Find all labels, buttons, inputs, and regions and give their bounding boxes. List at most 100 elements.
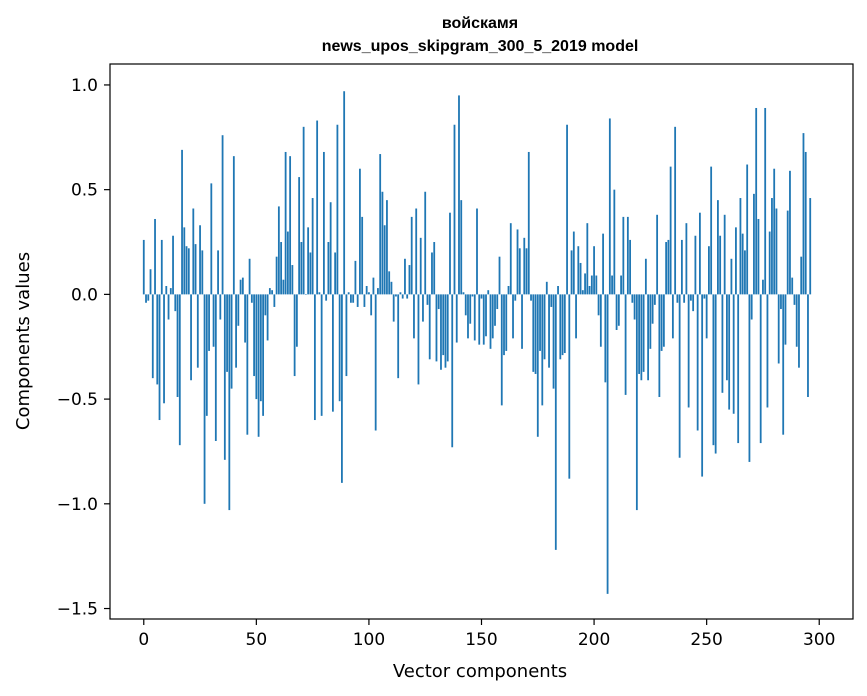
x-tick-label: 150 — [465, 630, 497, 650]
bar — [327, 242, 330, 295]
bar — [507, 286, 510, 295]
bar — [658, 294, 661, 397]
bar — [219, 294, 222, 320]
bar — [311, 198, 314, 295]
bar — [694, 235, 697, 295]
bar — [275, 256, 278, 295]
bar — [804, 151, 807, 295]
bar — [239, 279, 242, 295]
bar — [512, 294, 514, 339]
bar — [289, 156, 292, 295]
bars-group — [142, 91, 812, 594]
bar — [561, 294, 564, 356]
x-tick-label: 200 — [578, 630, 610, 650]
bar — [613, 189, 616, 295]
bar — [298, 177, 301, 295]
bar — [334, 252, 337, 295]
bar — [525, 248, 528, 295]
bar — [557, 286, 559, 295]
bar — [491, 294, 494, 339]
bar — [383, 225, 386, 295]
bar — [784, 294, 787, 345]
bar — [467, 294, 469, 339]
bar — [228, 294, 231, 511]
bar — [660, 294, 663, 351]
bar — [617, 294, 620, 326]
bar — [329, 202, 332, 295]
bar — [343, 91, 346, 295]
bar — [359, 168, 361, 295]
bar — [710, 166, 713, 295]
bar — [638, 294, 641, 374]
bar — [476, 208, 478, 295]
bar — [262, 294, 265, 416]
bar — [568, 294, 571, 479]
bar — [205, 294, 208, 416]
bar — [226, 294, 228, 372]
bar — [431, 252, 433, 295]
bar — [653, 294, 656, 305]
bar — [640, 294, 643, 381]
bar — [629, 239, 632, 295]
bar — [156, 294, 159, 385]
bar — [527, 151, 530, 295]
bar — [221, 135, 224, 295]
plot-frame — [109, 63, 854, 620]
chart-title-line2: news_upos_skipgram_300_5_2019 model — [322, 38, 639, 55]
bar — [757, 218, 760, 295]
bar — [680, 239, 683, 295]
bar — [266, 294, 269, 341]
bar — [374, 294, 377, 431]
bar — [183, 227, 186, 295]
bar — [651, 294, 654, 324]
bar — [413, 294, 415, 339]
bar — [446, 294, 449, 362]
bar — [703, 294, 706, 299]
bar — [280, 242, 283, 295]
bar — [503, 294, 505, 356]
bar — [208, 294, 210, 351]
bar — [777, 294, 780, 364]
bar — [460, 200, 463, 295]
bar — [350, 294, 352, 303]
bar — [464, 294, 467, 316]
bar — [336, 124, 339, 295]
bar — [667, 239, 670, 295]
x-tick-label: 0 — [138, 630, 149, 650]
bar — [176, 294, 179, 397]
bar — [187, 248, 190, 295]
bar — [662, 294, 665, 347]
bar — [762, 279, 764, 295]
bar — [570, 250, 573, 295]
bar — [419, 237, 422, 295]
bar — [593, 246, 595, 295]
bar — [451, 294, 454, 448]
bar — [158, 294, 161, 421]
x-tick-label: 300 — [803, 630, 835, 650]
bar — [744, 250, 746, 295]
bar — [397, 294, 400, 379]
bar — [509, 223, 512, 295]
bar — [620, 275, 622, 295]
bar — [532, 294, 535, 372]
bar — [590, 275, 593, 295]
bar — [665, 242, 668, 295]
bar — [257, 294, 260, 437]
bar — [201, 250, 204, 295]
bar — [548, 294, 550, 368]
bar — [708, 246, 710, 295]
y-tick-label: 1.0 — [71, 76, 98, 96]
bar — [185, 246, 188, 295]
bar — [248, 258, 251, 295]
bar — [455, 294, 458, 343]
bar — [471, 294, 474, 297]
bar — [462, 292, 465, 295]
bar — [379, 154, 382, 295]
bar — [584, 273, 586, 295]
x-axis-label: Vector components — [393, 661, 567, 682]
bar — [798, 294, 800, 368]
bar — [273, 294, 276, 307]
bar — [345, 294, 348, 377]
bar — [316, 120, 319, 295]
